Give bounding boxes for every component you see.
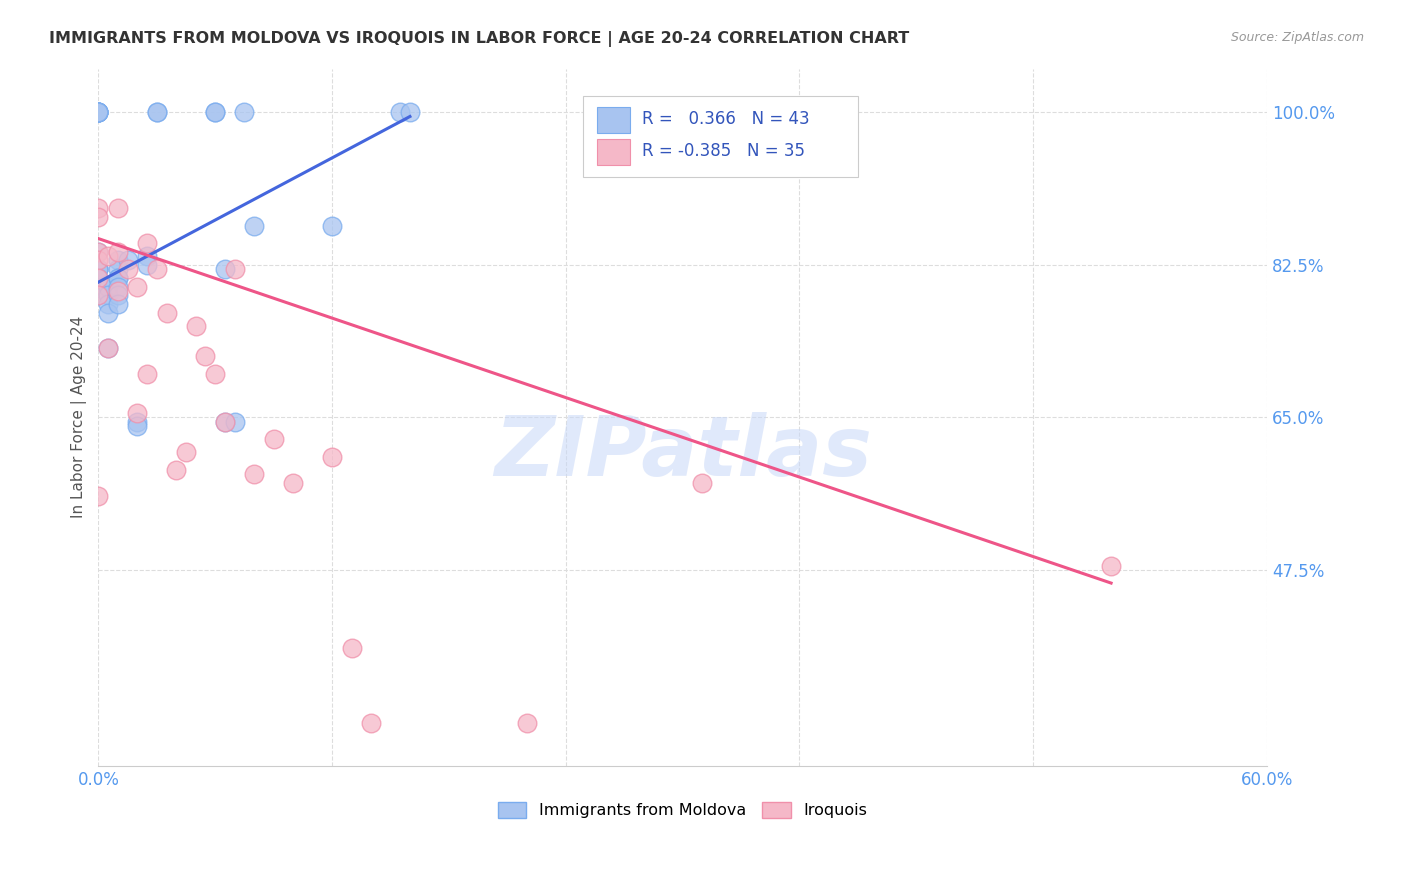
Point (146, 105, 169, 120)
Bar (598, 107, 630, 134)
Point (87, 244, 110, 259)
Point (214, 415, 236, 429)
Point (389, 105, 412, 120)
Point (107, 284, 129, 298)
Text: ZIPatlas: ZIPatlas (494, 412, 872, 492)
Point (87, 105, 110, 120)
Point (87, 210, 110, 224)
Point (243, 467, 266, 481)
Point (87, 253, 110, 268)
Point (690, 475, 713, 490)
Point (87, 105, 110, 120)
Point (136, 249, 159, 263)
Point (281, 475, 304, 490)
Point (107, 288, 129, 302)
Point (340, 641, 363, 656)
Point (136, 235, 159, 250)
Point (127, 406, 149, 420)
Point (117, 253, 139, 268)
Point (97, 279, 120, 293)
Point (87, 105, 110, 120)
Point (174, 445, 197, 459)
Point (204, 367, 226, 381)
Point (136, 367, 159, 381)
Point (87, 288, 110, 302)
Text: R =   0.366   N = 43: R = 0.366 N = 43 (641, 110, 810, 128)
Point (97, 288, 120, 302)
Point (155, 306, 177, 320)
Point (263, 432, 285, 446)
Point (107, 253, 129, 268)
Point (97, 297, 120, 311)
Point (87, 105, 110, 120)
Point (87, 270, 110, 285)
Point (97, 341, 120, 355)
Point (97, 279, 120, 293)
Point (87, 262, 110, 277)
Point (87, 201, 110, 215)
Point (184, 318, 207, 333)
Point (87, 244, 110, 259)
Point (360, 715, 382, 730)
Point (1099, 558, 1122, 573)
Point (399, 105, 422, 120)
Point (204, 105, 226, 120)
Point (107, 201, 129, 215)
Point (127, 419, 149, 434)
Point (87, 105, 110, 120)
Point (97, 341, 120, 355)
Point (214, 415, 236, 429)
Point (224, 262, 246, 277)
Point (107, 262, 129, 277)
Point (224, 415, 246, 429)
Point (87, 105, 110, 120)
Point (107, 244, 129, 259)
Point (321, 219, 343, 233)
Point (97, 249, 120, 263)
Y-axis label: In Labor Force | Age 20-24: In Labor Force | Age 20-24 (72, 317, 87, 518)
Point (87, 489, 110, 503)
Point (214, 262, 236, 277)
Point (146, 262, 169, 277)
Point (127, 279, 149, 293)
Text: IMMIGRANTS FROM MOLDOVA VS IROQUOIS IN LABOR FORCE | AGE 20-24 CORRELATION CHART: IMMIGRANTS FROM MOLDOVA VS IROQUOIS IN L… (49, 31, 910, 47)
Point (204, 105, 226, 120)
Point (87, 270, 110, 285)
Point (233, 105, 256, 120)
Point (107, 279, 129, 293)
Point (321, 450, 343, 464)
Point (136, 258, 159, 272)
Point (165, 463, 187, 477)
Point (87, 262, 110, 277)
Point (127, 415, 149, 429)
Point (87, 262, 110, 277)
Legend: Immigrants from Moldova, Iroquois: Immigrants from Moldova, Iroquois (491, 795, 875, 824)
Point (107, 270, 129, 285)
Point (146, 105, 169, 120)
Text: R = -0.385   N = 35: R = -0.385 N = 35 (641, 142, 804, 160)
Point (107, 297, 129, 311)
Point (516, 715, 538, 730)
Point (87, 288, 110, 302)
Point (117, 262, 139, 277)
Text: Source: ZipAtlas.com: Source: ZipAtlas.com (1230, 31, 1364, 45)
Point (97, 306, 120, 320)
FancyBboxPatch shape (583, 96, 858, 177)
Point (194, 349, 217, 363)
Point (243, 219, 266, 233)
Point (107, 270, 129, 285)
Bar (598, 139, 630, 166)
Point (87, 105, 110, 120)
